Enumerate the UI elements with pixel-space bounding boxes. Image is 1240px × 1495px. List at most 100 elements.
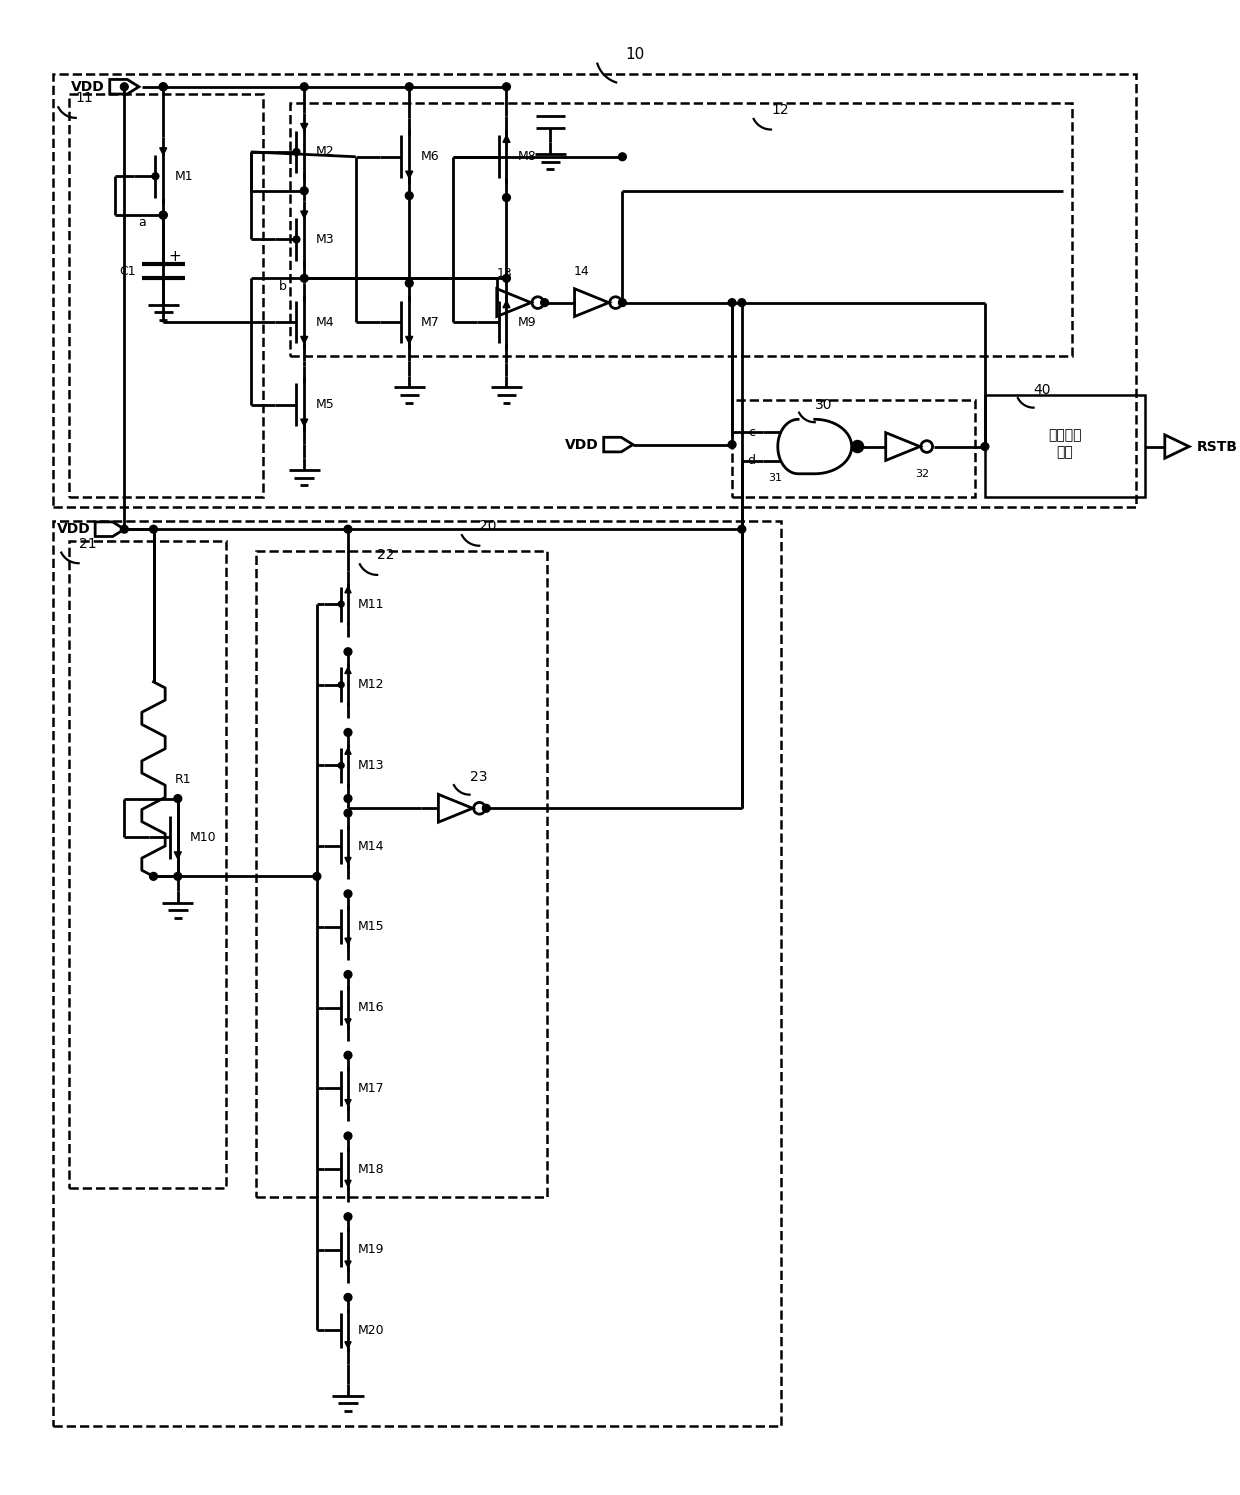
Circle shape: [738, 525, 745, 534]
Text: M8: M8: [518, 151, 537, 163]
Bar: [985, 395, 1146, 498]
Bar: [53, 522, 781, 1426]
Circle shape: [300, 82, 308, 91]
Polygon shape: [301, 211, 308, 218]
Text: M12: M12: [357, 679, 384, 691]
Circle shape: [159, 211, 167, 218]
Circle shape: [619, 152, 626, 160]
Text: C1: C1: [119, 265, 136, 278]
Text: 11: 11: [76, 91, 93, 106]
Text: 10: 10: [625, 48, 645, 63]
Text: VDD: VDD: [57, 522, 91, 537]
Text: 数字延时
模块: 数字延时 模块: [1048, 429, 1081, 459]
Bar: [732, 399, 975, 498]
Circle shape: [174, 795, 182, 803]
Polygon shape: [175, 852, 181, 858]
Circle shape: [300, 275, 308, 283]
Circle shape: [343, 795, 352, 803]
Polygon shape: [405, 170, 413, 178]
Circle shape: [159, 82, 167, 91]
Text: 22: 22: [377, 549, 394, 562]
Circle shape: [728, 299, 737, 306]
Text: M7: M7: [420, 315, 440, 329]
Polygon shape: [503, 300, 510, 308]
Circle shape: [312, 873, 321, 881]
Polygon shape: [345, 1100, 351, 1106]
Text: M9: M9: [518, 315, 537, 329]
Text: 32: 32: [915, 469, 929, 478]
Circle shape: [339, 601, 343, 607]
Text: M11: M11: [357, 598, 384, 610]
Circle shape: [300, 187, 308, 194]
Circle shape: [541, 299, 548, 306]
Circle shape: [619, 299, 626, 306]
Circle shape: [502, 82, 511, 91]
Text: VDD: VDD: [565, 438, 599, 451]
Text: 21: 21: [78, 537, 97, 550]
Text: 23: 23: [470, 770, 487, 785]
Polygon shape: [405, 336, 413, 344]
Circle shape: [343, 970, 352, 978]
Text: 12: 12: [771, 103, 789, 117]
Text: M5: M5: [316, 398, 335, 411]
Circle shape: [405, 82, 413, 91]
Polygon shape: [345, 748, 351, 753]
Circle shape: [343, 728, 352, 737]
Text: M2: M2: [316, 145, 335, 158]
Polygon shape: [301, 336, 308, 344]
Circle shape: [150, 873, 157, 881]
Circle shape: [120, 525, 128, 534]
Text: RSTB: RSTB: [1197, 440, 1238, 453]
Circle shape: [405, 191, 413, 199]
Circle shape: [502, 275, 511, 283]
Text: M19: M19: [357, 1244, 384, 1256]
Circle shape: [343, 1293, 352, 1301]
Text: M3: M3: [316, 233, 335, 245]
Circle shape: [120, 82, 128, 91]
Text: M10: M10: [190, 831, 216, 845]
Text: +: +: [169, 250, 181, 265]
Text: M14: M14: [357, 840, 384, 852]
Circle shape: [159, 211, 167, 218]
Text: M17: M17: [357, 1082, 384, 1094]
Text: a: a: [138, 217, 146, 229]
Text: 14: 14: [574, 265, 589, 278]
Circle shape: [293, 236, 300, 242]
Circle shape: [343, 647, 352, 656]
Text: b: b: [279, 280, 286, 293]
Circle shape: [981, 443, 988, 450]
Text: 13: 13: [497, 268, 512, 280]
Polygon shape: [345, 1181, 351, 1187]
Polygon shape: [345, 1260, 351, 1268]
Polygon shape: [301, 124, 308, 130]
Circle shape: [343, 1212, 352, 1220]
Text: 20: 20: [479, 519, 497, 534]
Circle shape: [405, 280, 413, 287]
Circle shape: [339, 762, 343, 768]
Circle shape: [343, 525, 352, 534]
Polygon shape: [345, 667, 351, 674]
Polygon shape: [160, 148, 166, 155]
Text: M15: M15: [357, 921, 384, 933]
Circle shape: [343, 1132, 352, 1139]
Text: 40: 40: [1033, 383, 1052, 398]
Circle shape: [738, 299, 745, 306]
Bar: [53, 75, 1136, 507]
Text: M4: M4: [316, 315, 335, 329]
Circle shape: [174, 873, 182, 881]
Text: d: d: [748, 454, 755, 468]
Polygon shape: [301, 419, 308, 426]
Circle shape: [502, 194, 511, 202]
Circle shape: [153, 173, 159, 179]
Polygon shape: [345, 858, 351, 864]
Bar: [69, 94, 263, 498]
Bar: [255, 550, 547, 1197]
Polygon shape: [345, 1020, 351, 1026]
Text: 31: 31: [768, 474, 782, 483]
Text: M20: M20: [357, 1325, 384, 1337]
Circle shape: [339, 682, 343, 688]
Text: M6: M6: [420, 151, 439, 163]
Polygon shape: [345, 586, 351, 594]
Text: 30: 30: [815, 398, 832, 411]
Circle shape: [343, 1051, 352, 1058]
